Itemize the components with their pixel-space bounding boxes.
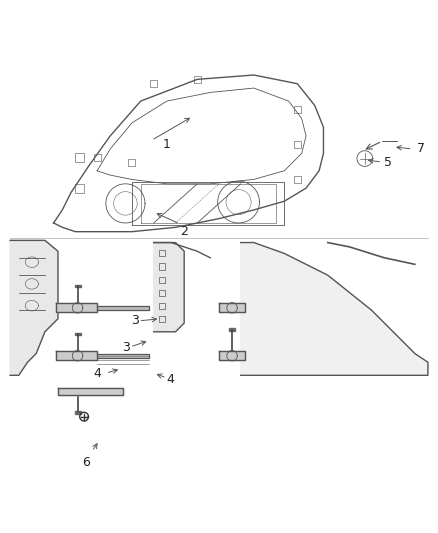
Polygon shape	[154, 243, 184, 332]
Polygon shape	[219, 303, 245, 312]
Polygon shape	[74, 411, 81, 414]
Polygon shape	[241, 243, 428, 375]
Text: 6: 6	[82, 456, 90, 469]
Text: 3: 3	[131, 314, 138, 327]
Polygon shape	[97, 305, 149, 310]
Polygon shape	[74, 285, 81, 287]
Polygon shape	[97, 353, 149, 358]
Polygon shape	[58, 389, 123, 395]
Text: 7: 7	[417, 142, 425, 156]
Text: 4: 4	[94, 367, 102, 379]
Polygon shape	[56, 303, 97, 312]
Text: 1: 1	[162, 138, 170, 151]
Text: 5: 5	[385, 156, 392, 168]
Polygon shape	[56, 351, 97, 360]
Polygon shape	[219, 351, 245, 360]
Polygon shape	[74, 333, 81, 335]
Polygon shape	[10, 240, 58, 375]
Polygon shape	[229, 328, 235, 331]
Text: 4: 4	[167, 373, 175, 386]
Text: 2: 2	[180, 225, 188, 238]
Text: 3: 3	[122, 341, 130, 353]
